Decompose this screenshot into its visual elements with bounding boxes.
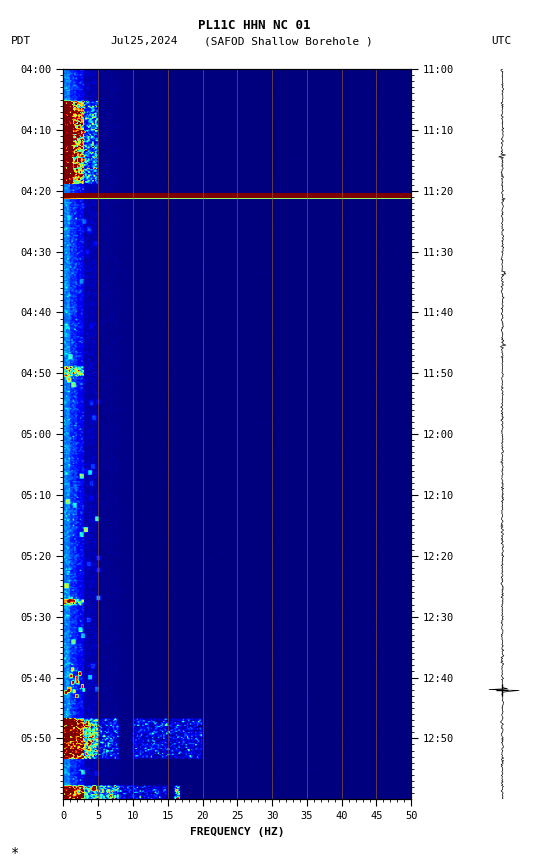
Text: PDT: PDT (11, 36, 31, 47)
X-axis label: FREQUENCY (HZ): FREQUENCY (HZ) (190, 827, 285, 836)
Text: (SAFOD Shallow Borehole ): (SAFOD Shallow Borehole ) (204, 36, 373, 47)
Text: PL11C HHN NC 01: PL11C HHN NC 01 (198, 19, 310, 32)
Text: Jul25,2024: Jul25,2024 (110, 36, 178, 47)
Text: *: * (11, 846, 19, 860)
Text: UTC: UTC (491, 36, 512, 47)
